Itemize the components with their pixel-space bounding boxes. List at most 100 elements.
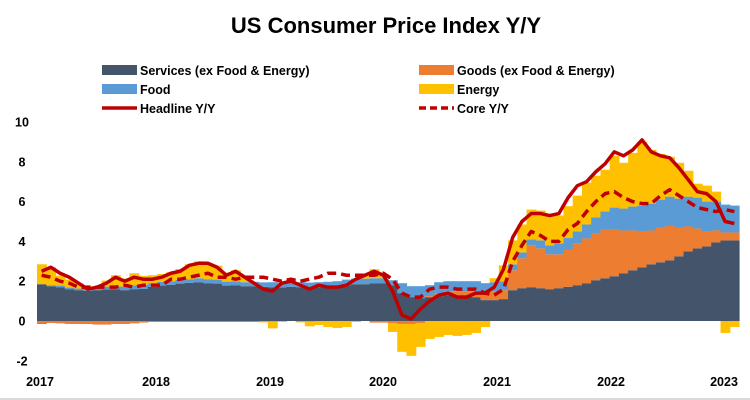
bar-goods [646, 230, 657, 265]
bar-services [120, 290, 130, 321]
legend-swatch-food [102, 84, 137, 94]
bar-food [406, 286, 417, 298]
bar-services [572, 285, 583, 321]
bar-food [258, 282, 269, 287]
bar-energy [517, 224, 528, 253]
bar-energy [498, 265, 509, 282]
bar-goods [110, 321, 121, 324]
bar-goods [683, 226, 694, 252]
bar-services [628, 270, 638, 321]
stacked-bars [37, 141, 740, 356]
y-tick-label: 8 [19, 155, 26, 169]
bar-goods [101, 321, 112, 325]
bar-goods [388, 321, 398, 323]
bar-services [55, 287, 66, 321]
bar-services [194, 282, 204, 321]
bar-food [304, 282, 315, 288]
y-axis: 10 8 6 4 2 0 -2 [15, 116, 29, 369]
bar-services [295, 287, 306, 321]
bar-services [711, 242, 722, 321]
bar-goods [535, 248, 546, 289]
bar-goods [655, 227, 666, 263]
bar-goods [295, 321, 306, 322]
bar-food [628, 206, 638, 231]
bar-services [240, 286, 251, 321]
bar-goods [55, 321, 66, 324]
bar-services [609, 276, 620, 321]
bar-energy [443, 321, 454, 335]
y-tick-label: 10 [15, 116, 29, 130]
bar-food [618, 208, 629, 231]
line-headline [40, 138, 735, 321]
bar-food [554, 243, 565, 255]
bar-food [378, 278, 389, 284]
y-tick-label: 4 [19, 235, 26, 249]
bar-food [517, 252, 528, 259]
bar-food [101, 286, 112, 290]
bar-energy [655, 153, 666, 200]
bar-goods [64, 321, 75, 324]
bar-goods [508, 270, 518, 291]
bar-services [304, 287, 315, 321]
bar-goods [600, 229, 611, 279]
legend-swatch-energy [419, 84, 454, 94]
legend-item-headline: Headline Y/Y [102, 102, 216, 116]
bar-services [434, 296, 445, 322]
bar-goods [138, 321, 149, 323]
bar-energy [461, 321, 472, 335]
bar-energy [609, 155, 620, 208]
bar-goods [572, 243, 583, 286]
lines [40, 138, 735, 321]
bar-food [397, 283, 408, 294]
bar-services [286, 286, 297, 321]
bar-food [600, 211, 611, 230]
bar-food [323, 281, 334, 287]
bar-services [332, 286, 343, 321]
bar-food [535, 240, 546, 249]
x-axis: 2017 2018 2019 2020 2021 2022 2023 [26, 375, 738, 389]
bar-energy [332, 321, 343, 328]
bar-services [674, 256, 685, 321]
bar-services [46, 286, 57, 321]
bar-energy [729, 321, 740, 327]
bar-food [729, 205, 740, 233]
x-tick-label: 2022 [597, 375, 625, 389]
bar-goods [581, 238, 592, 284]
bar-food [452, 281, 463, 292]
legend-swatch-goods [419, 65, 454, 75]
bar-goods [720, 232, 731, 241]
bar-energy [304, 321, 315, 327]
legend-label-core: Core Y/Y [457, 102, 510, 116]
bar-food [64, 287, 75, 290]
bar-energy [295, 321, 306, 323]
bar-goods [665, 225, 675, 261]
bar-goods [406, 321, 417, 324]
bar-goods [203, 321, 214, 322]
bar-food [415, 286, 426, 299]
bar-energy [415, 322, 426, 347]
bar-services [230, 285, 241, 321]
bar-food [240, 282, 251, 287]
bar-food [526, 239, 537, 246]
bar-goods [415, 321, 426, 323]
bar-energy [388, 322, 398, 332]
bar-energy [452, 321, 463, 336]
bar-goods [517, 258, 528, 289]
bar-services [147, 286, 158, 321]
bar-energy [194, 261, 204, 279]
bar-food [471, 281, 481, 292]
bar-food [46, 285, 57, 287]
bar-food [609, 207, 620, 230]
bar-goods [175, 321, 186, 322]
bar-energy [554, 215, 565, 244]
bar-energy [665, 156, 675, 197]
bar-services [351, 284, 361, 321]
bar-energy [230, 270, 241, 282]
bar-goods [711, 230, 722, 243]
y-tick-label: 2 [19, 275, 26, 289]
bar-food [221, 281, 232, 286]
bar-services [138, 288, 149, 321]
bar-services [702, 246, 712, 322]
bar-food [286, 281, 297, 287]
bar-energy [489, 278, 500, 283]
